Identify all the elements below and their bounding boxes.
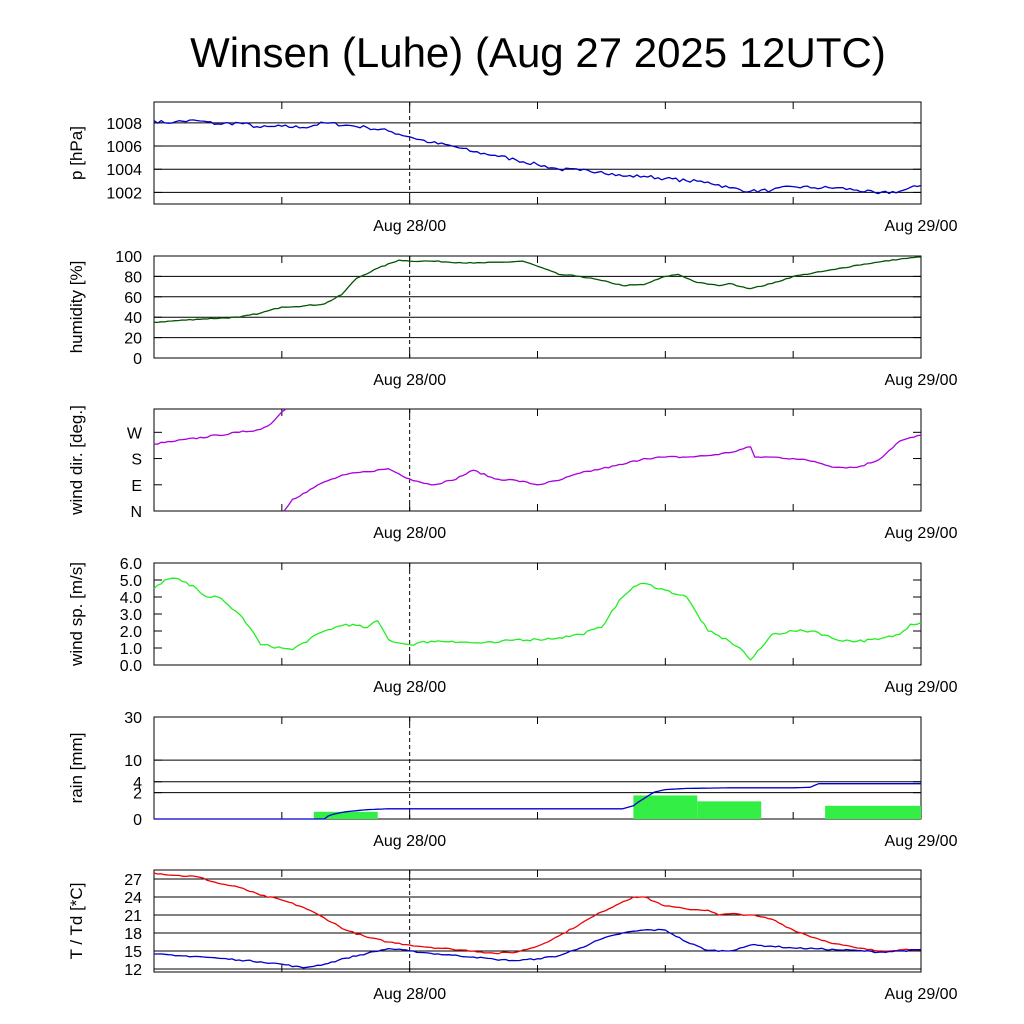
y-tick-label: 1002 (106, 185, 142, 202)
x-tick-label: Aug 28/00 (373, 986, 446, 1003)
y-axis-label: p [hPa] (67, 126, 86, 180)
plot-frame (153, 716, 922, 820)
y-tick-label: 30 (124, 710, 142, 727)
y-tick-label: S (131, 452, 142, 469)
x-tick-label: Aug 28/00 (373, 218, 446, 235)
x-tick-label: Aug 28/00 (373, 372, 446, 389)
y-axis-label: wind sp. [m/s] (67, 562, 86, 667)
y-tick-label: 2 (133, 786, 142, 803)
x-tick-label: Aug 29/00 (885, 833, 958, 850)
y-tick-label: 10 (124, 753, 142, 770)
y-axis-label: rain [mm] (67, 733, 86, 804)
y-tick-label: 100 (115, 249, 142, 266)
y-tick-label: N (130, 504, 142, 521)
series-line-rain (154, 783, 921, 820)
plot-frame (153, 255, 922, 359)
rain-bar (697, 801, 762, 819)
panel-rain: 0 24 10 30 Aug 28/00 Aug 29/00 rain [mm] (67, 710, 958, 850)
x-tick-label: Aug 29/00 (885, 372, 958, 389)
panel-pressure: 1002 1004 1006 1008 Aug 28/00 Aug 29/00 p [hPa… (67, 101, 958, 235)
y-tick-label: 2.0 (120, 624, 142, 641)
series-line-humidity (153, 256, 921, 324)
y-tick-label: 24 (124, 890, 142, 907)
y-axis-label: T / Td [*C] (67, 883, 86, 960)
x-tick-label: Aug 29/00 (885, 679, 958, 696)
y-tick-label: W (127, 425, 143, 442)
plot-frame (153, 869, 922, 973)
y-tick-label: 6.0 (120, 556, 142, 573)
series-line-pressure (153, 119, 922, 195)
plot-frame (153, 101, 922, 205)
rain-bar (825, 805, 921, 819)
x-tick-label: Aug 28/00 (373, 525, 446, 542)
y-tick-label: 15 (124, 944, 142, 961)
x-tick-label: Aug 28/00 (373, 679, 446, 696)
y-tick-label: 18 (124, 926, 142, 943)
x-tick-label: Aug 29/00 (885, 525, 958, 542)
y-tick-label: 4 (133, 775, 142, 792)
y-axis-label: humidity [%] (67, 261, 86, 354)
series-line-temperature (154, 928, 922, 969)
y-tick-label: 20 (124, 331, 142, 348)
y-tick-label: 27 (124, 872, 142, 889)
y-tick-label: 40 (124, 310, 142, 327)
panel-wind_speed: 0.01.02.03.04.05.06.0 Aug 28/00 Aug 29/00 w… (67, 556, 958, 696)
series-line-wind_direction (153, 408, 287, 445)
y-tick-label: 0 (133, 351, 142, 368)
y-tick-label: 0.0 (120, 658, 142, 675)
y-tick-label: 4.0 (120, 590, 142, 607)
series-line-wind_speed (153, 577, 922, 661)
y-tick-label: 5.0 (120, 573, 142, 590)
rain-bar (313, 811, 378, 819)
x-tick-label: Aug 28/00 (373, 833, 446, 850)
y-tick-label: 1.0 (120, 641, 142, 658)
y-tick-label: 1008 (106, 116, 142, 133)
panel-humidity: 0 20 40 60 80 100 Aug 28/00 Aug 29/00 humidity [… (67, 249, 958, 389)
y-tick-label: E (131, 478, 142, 495)
y-tick-label: 1006 (106, 139, 142, 156)
series-line-wind_direction (283, 434, 922, 512)
y-tick-label: 80 (124, 269, 142, 286)
rain-bar (633, 795, 698, 819)
series-line-temperature (153, 872, 922, 955)
y-tick-label: 3.0 (120, 607, 142, 624)
chart-title: Winsen (Luhe) (Aug 27 2025 12UTC) (190, 29, 886, 76)
x-tick-label: Aug 29/00 (885, 986, 958, 1003)
y-tick-label: 21 (124, 908, 142, 925)
y-tick-label: 0 (133, 812, 142, 829)
plot-frame (153, 562, 922, 666)
y-tick-label: 60 (124, 290, 142, 307)
x-tick-label: Aug 29/00 (885, 218, 958, 235)
y-tick-label: 12 (124, 962, 142, 979)
y-axis-label: wind dir. [deg.] (67, 405, 86, 516)
y-tick-label: 1004 (106, 162, 142, 179)
